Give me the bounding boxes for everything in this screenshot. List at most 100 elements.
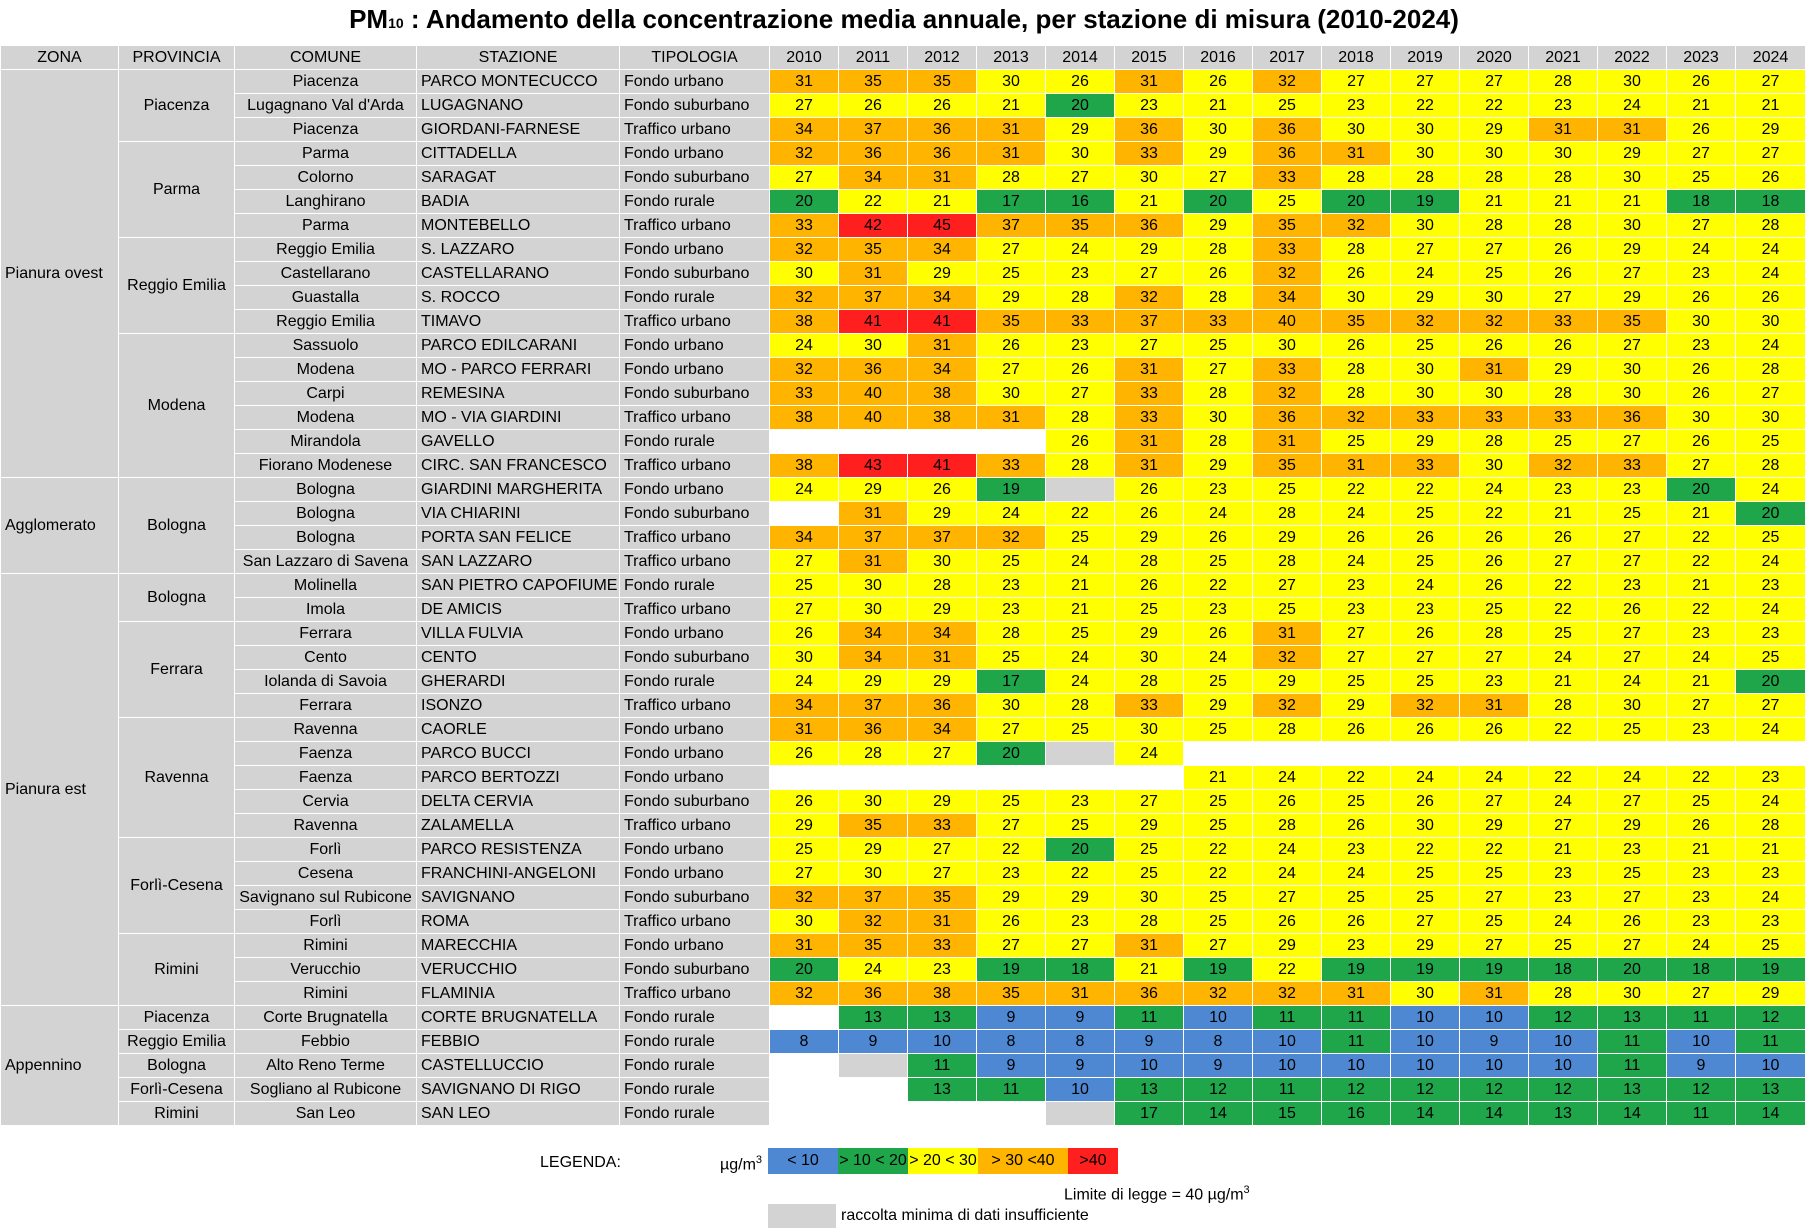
value-cell: 31: [907, 909, 977, 934]
province-cell: Bologna: [118, 1053, 235, 1078]
value-cell: 25: [1321, 789, 1391, 814]
value-cell: 32: [1252, 645, 1322, 670]
value-cell: 24: [1390, 261, 1460, 286]
value-cell: 26: [907, 477, 977, 502]
value-cell: 35: [976, 981, 1046, 1006]
value-cell: 8: [1183, 1029, 1253, 1054]
province-cell: Reggio Emilia: [118, 237, 235, 334]
value-cell: 30: [1597, 69, 1667, 94]
value-cell: 25: [1045, 525, 1115, 550]
station-cell: LUGAGNANO: [416, 93, 620, 118]
value-cell: 11: [907, 1053, 977, 1078]
value-cell: 21: [1528, 189, 1598, 214]
value-cell: 11: [1252, 1005, 1322, 1030]
value-cell: 33: [1114, 381, 1184, 406]
value-cell: 22: [976, 837, 1046, 862]
value-cell: [1597, 741, 1667, 766]
value-cell: 23: [1390, 597, 1460, 622]
value-cell: 24: [1321, 861, 1391, 886]
value-cell: 36: [1252, 117, 1322, 142]
value-cell: 25: [1666, 165, 1736, 190]
value-cell: 9: [1114, 1029, 1184, 1054]
station-cell: VILLA FULVIA: [416, 621, 620, 646]
value-cell: 26: [769, 789, 839, 814]
value-cell: 27: [1666, 453, 1736, 478]
value-cell: 28: [1528, 981, 1598, 1006]
value-cell: 24: [769, 333, 839, 358]
value-cell: 30: [1114, 717, 1184, 742]
value-cell: 35: [838, 933, 908, 958]
value-cell: 26: [1390, 525, 1460, 550]
legend-swatch: > 20 < 30: [908, 1148, 978, 1174]
value-cell: 16: [1045, 189, 1115, 214]
value-cell: 21: [976, 93, 1046, 118]
value-cell: 25: [1597, 717, 1667, 742]
comune-cell: Piacenza: [234, 69, 417, 94]
station-cell: SAN PIETRO CAPOFIUME: [416, 573, 620, 598]
value-cell: 25: [1459, 261, 1529, 286]
value-cell: 25: [1321, 885, 1391, 910]
value-cell: 24: [1390, 765, 1460, 790]
value-cell: 27: [1597, 933, 1667, 958]
value-cell: 28: [1045, 453, 1115, 478]
value-cell: 13: [1597, 1005, 1667, 1030]
value-cell: 26: [1459, 717, 1529, 742]
value-cell: 11: [1597, 1053, 1667, 1078]
value-cell: 35: [1252, 213, 1322, 238]
value-cell: 29: [1321, 693, 1391, 718]
value-cell: 18: [1045, 957, 1115, 982]
value-cell: 11: [1597, 1029, 1667, 1054]
type-cell: Traffico urbano: [619, 525, 770, 550]
value-cell: 22: [1528, 765, 1598, 790]
value-cell: 20: [769, 957, 839, 982]
value-cell: 30: [1597, 357, 1667, 382]
value-cell: [1321, 741, 1391, 766]
table-row: Carpi REMESINA Fondo suburbano 33 40 38 30 27 33…: [1, 381, 1806, 406]
type-cell: Fondo suburbano: [619, 93, 770, 118]
value-cell: 25: [1252, 477, 1322, 502]
column-header: PROVINCIA: [118, 45, 235, 70]
value-cell: 27: [1597, 549, 1667, 574]
value-cell: 26: [1045, 429, 1115, 454]
value-cell: 27: [769, 861, 839, 886]
type-cell: Traffico urbano: [619, 909, 770, 934]
value-cell: 33: [1390, 453, 1460, 478]
station-cell: PARCO MONTECUCCO: [416, 69, 620, 94]
station-cell: GAVELLO: [416, 429, 620, 454]
value-cell: 25: [1528, 429, 1598, 454]
table-row: Modena Sassuolo PARCO EDILCARANI Fondo urba…: [1, 333, 1806, 478]
value-cell: 27: [1321, 621, 1391, 646]
value-cell: 30: [1528, 141, 1598, 166]
value-cell: 33: [1528, 405, 1598, 430]
station-cell: GIORDANI-FARNESE: [416, 117, 620, 142]
table-row: Castellarano CASTELLARANO Fondo suburbano 3…: [1, 261, 1806, 286]
value-cell: 24: [1321, 549, 1391, 574]
value-cell: 30: [1459, 381, 1529, 406]
chart-title: PM10 : Andamento della concentrazione me…: [0, 0, 1808, 40]
value-cell: 29: [976, 285, 1046, 310]
value-cell: 23: [1735, 573, 1806, 598]
station-cell: PORTA SAN FELICE: [416, 525, 620, 550]
value-cell: 17: [976, 669, 1046, 694]
value-cell: 31: [1252, 621, 1322, 646]
value-cell: 31: [1114, 429, 1184, 454]
value-cell: 28: [1528, 69, 1598, 94]
comune-cell: Imola: [234, 597, 417, 622]
value-cell: 13: [1528, 1101, 1598, 1126]
value-cell: 30: [1390, 813, 1460, 838]
value-cell: 35: [1252, 453, 1322, 478]
value-cell: 36: [1597, 405, 1667, 430]
value-cell: 30: [1045, 141, 1115, 166]
value-cell: 10: [1459, 1005, 1529, 1030]
value-cell: 24: [769, 669, 839, 694]
value-cell: 23: [1597, 477, 1667, 502]
value-cell: 30: [1390, 357, 1460, 382]
value-cell: 22: [1528, 573, 1598, 598]
value-cell: 27: [1045, 933, 1115, 958]
value-cell: 23: [1045, 261, 1115, 286]
value-cell: 23: [1597, 837, 1667, 862]
value-cell: 35: [838, 237, 908, 262]
value-cell: 24: [1390, 573, 1460, 598]
comune-cell: Sassuolo: [234, 333, 417, 358]
value-cell: 31: [907, 165, 977, 190]
